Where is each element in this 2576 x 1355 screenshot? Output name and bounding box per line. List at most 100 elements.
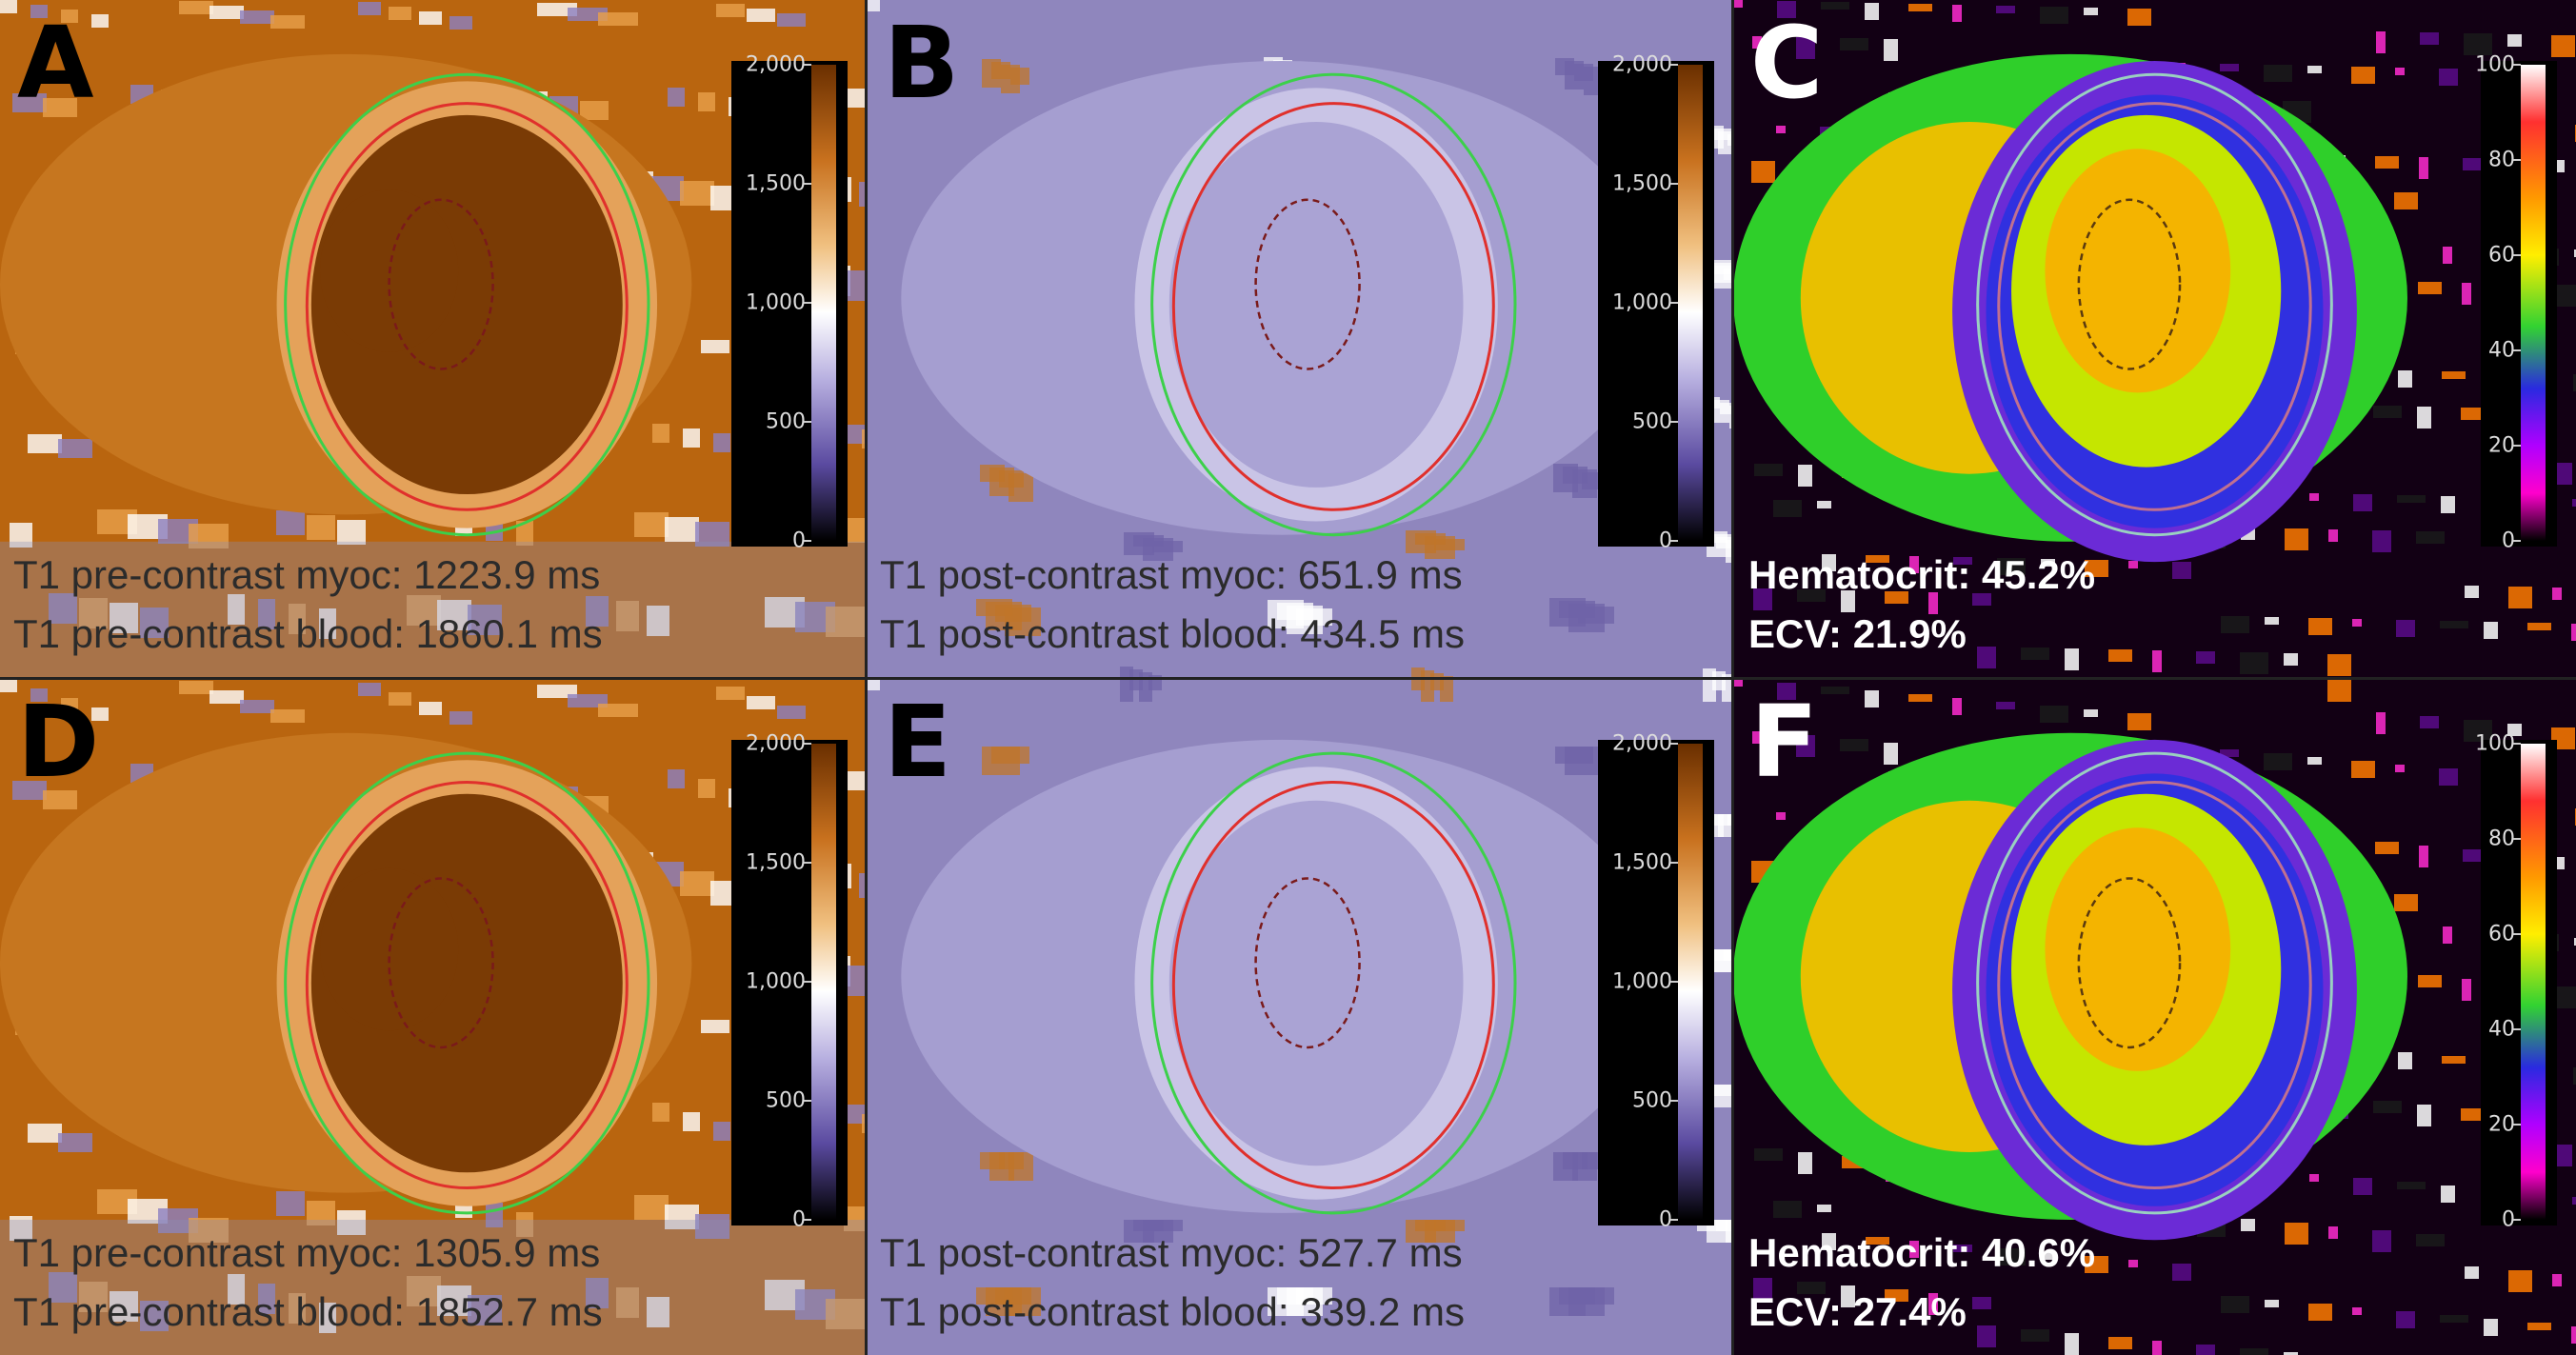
- scale-tick-mark: [2513, 540, 2521, 542]
- scale-tick-label: 80: [2488, 827, 2515, 851]
- scale-tick-label: 0: [1659, 1207, 1672, 1232]
- endocardial-contour: [1997, 781, 2312, 1189]
- scale-tick-label: 0: [792, 1207, 806, 1232]
- panel-e: E 2,000 1,500 1,000 500 0 T1 post-contrast myo…: [867, 679, 1731, 1355]
- color-scale-bar: [1678, 744, 1703, 1220]
- scale-tick-label: 500: [766, 409, 806, 434]
- panel-divider-horizontal: [0, 677, 2576, 680]
- scale-tick-mark: [2513, 349, 2521, 351]
- scale-tick-mark: [804, 421, 811, 423]
- endocardial-contour: [1997, 102, 2312, 511]
- scale-tick-label: 40: [2488, 338, 2515, 363]
- scale-tick-label: 60: [2488, 243, 2515, 268]
- color-scale: 2,000 1,500 1,000 500 0: [1598, 53, 1714, 553]
- scale-tick-mark: [1670, 64, 1678, 66]
- scale-tick-mark: [1670, 981, 1678, 983]
- panel-f: F 100 80 60 40 20 0 Hematocrit: 40.6% ECV: 27.4%: [1733, 679, 2576, 1355]
- panel-c: C 100 80 60 40 20 0 Hematocrit: 45.2% ECV: 21.9%: [1733, 0, 2576, 677]
- blood-pool-roi: [1254, 877, 1361, 1049]
- scale-tick-label: 500: [1632, 409, 1672, 434]
- caption-line-2: T1 post-contrast blood: 339.2 ms: [880, 1289, 1465, 1334]
- panel-letter: F: [1750, 684, 1819, 800]
- mri-image: [1733, 0, 2576, 677]
- scale-tick-label: 60: [2488, 922, 2515, 947]
- scale-tick-mark: [804, 981, 811, 983]
- epicardial-contour: [1976, 751, 2333, 1215]
- scale-tick-label: 0: [1659, 528, 1672, 553]
- caption-line-1: T1 post-contrast myoc: 527.7 ms: [880, 1230, 1463, 1275]
- scale-tick-mark: [2513, 64, 2521, 66]
- scale-tick-label: 100: [2475, 731, 2515, 756]
- scale-tick-label: 0: [2502, 528, 2515, 553]
- scale-tick-mark: [804, 1219, 811, 1221]
- scale-tick-mark: [1670, 862, 1678, 864]
- caption-line-2: ECV: 21.9%: [1748, 611, 1967, 656]
- color-scale: 2,000 1,500 1,000 500 0: [731, 732, 848, 1232]
- caption-line-2: T1 pre-contrast blood: 1852.7 ms: [13, 1289, 603, 1334]
- scale-tick-label: 500: [766, 1088, 806, 1113]
- scale-tick-label: 2,000: [1612, 52, 1672, 77]
- epicardial-contour: [1150, 72, 1517, 537]
- color-scale: 100 80 60 40 20 0: [2475, 53, 2557, 553]
- color-scale-bar: [811, 65, 836, 541]
- scale-tick-mark: [1670, 743, 1678, 745]
- panel-letter: C: [1750, 5, 1824, 121]
- blood-pool-roi: [2077, 877, 2182, 1049]
- scale-tick-mark: [1670, 421, 1678, 423]
- scale-tick-label: 0: [792, 528, 806, 553]
- scale-tick-label: 1,000: [1612, 290, 1672, 315]
- blood-pool-roi: [1254, 198, 1361, 370]
- panel-a: A 2,000 1,500 1,000 500 0 T1 pre-contrast myoc…: [0, 0, 865, 677]
- mri-image: [867, 0, 1731, 677]
- color-scale: 100 80 60 40 20 0: [2475, 732, 2557, 1232]
- color-scale: 2,000 1,500 1,000 500 0: [1598, 732, 1714, 1232]
- color-scale-bar: [2521, 65, 2546, 541]
- scale-tick-mark: [2513, 1219, 2521, 1221]
- epicardial-contour: [284, 72, 650, 537]
- caption-line-1: T1 pre-contrast myoc: 1223.9 ms: [13, 552, 601, 597]
- scale-tick-mark: [804, 862, 811, 864]
- panel-letter: E: [884, 684, 952, 800]
- caption-line-1: T1 post-contrast myoc: 651.9 ms: [880, 552, 1463, 597]
- scale-tick-mark: [804, 540, 811, 542]
- scale-tick-label: 80: [2488, 148, 2515, 172]
- scale-tick-label: 1,500: [746, 171, 806, 196]
- scale-tick-mark: [1670, 183, 1678, 185]
- scale-tick-mark: [1670, 302, 1678, 304]
- caption-line-1: Hematocrit: 40.6%: [1748, 1230, 2096, 1275]
- mri-image: [1733, 679, 2576, 1355]
- caption-line-1: Hematocrit: 45.2%: [1748, 552, 2096, 597]
- scale-tick-label: 1,000: [1612, 969, 1672, 994]
- panel-letter: A: [17, 5, 94, 121]
- scale-tick-label: 20: [2488, 433, 2515, 458]
- epicardial-contour: [284, 751, 650, 1215]
- mri-image: [0, 679, 865, 1355]
- color-scale-bar: [811, 744, 836, 1220]
- scale-tick-mark: [804, 183, 811, 185]
- caption-line-2: ECV: 27.4%: [1748, 1289, 1967, 1334]
- panel-b: B 2,000 1,500 1,000 500 0 T1 post-contrast myo…: [867, 0, 1731, 677]
- color-scale: 2,000 1,500 1,000 500 0: [731, 53, 848, 553]
- scale-tick-label: 1,000: [746, 969, 806, 994]
- panel-d: D 2,000 1,500 1,000 500 0 T1 pre-contrast myoc…: [0, 679, 865, 1355]
- scale-tick-label: 1,500: [1612, 850, 1672, 875]
- panel-letter: B: [884, 5, 960, 121]
- scale-tick-mark: [804, 743, 811, 745]
- scale-tick-label: 2,000: [1612, 731, 1672, 756]
- caption-line-1: T1 pre-contrast myoc: 1305.9 ms: [13, 1230, 601, 1275]
- panel-letter: D: [17, 684, 100, 800]
- scale-tick-mark: [2513, 933, 2521, 935]
- endocardial-contour: [1171, 102, 1495, 511]
- scale-tick-label: 500: [1632, 1088, 1672, 1113]
- scale-tick-label: 0: [2502, 1207, 2515, 1232]
- scale-tick-mark: [1670, 1100, 1678, 1102]
- scale-tick-label: 2,000: [746, 52, 806, 77]
- scale-tick-mark: [1670, 1219, 1678, 1221]
- scale-tick-mark: [804, 302, 811, 304]
- blood-pool-roi: [2077, 198, 2182, 370]
- scale-tick-mark: [2513, 1028, 2521, 1030]
- scale-tick-label: 40: [2488, 1017, 2515, 1042]
- mri-image: [0, 0, 865, 677]
- scale-tick-mark: [804, 64, 811, 66]
